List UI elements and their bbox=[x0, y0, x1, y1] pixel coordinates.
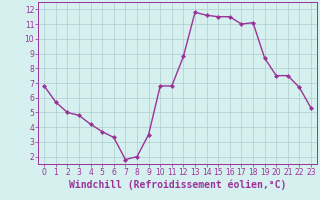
X-axis label: Windchill (Refroidissement éolien,°C): Windchill (Refroidissement éolien,°C) bbox=[69, 180, 286, 190]
